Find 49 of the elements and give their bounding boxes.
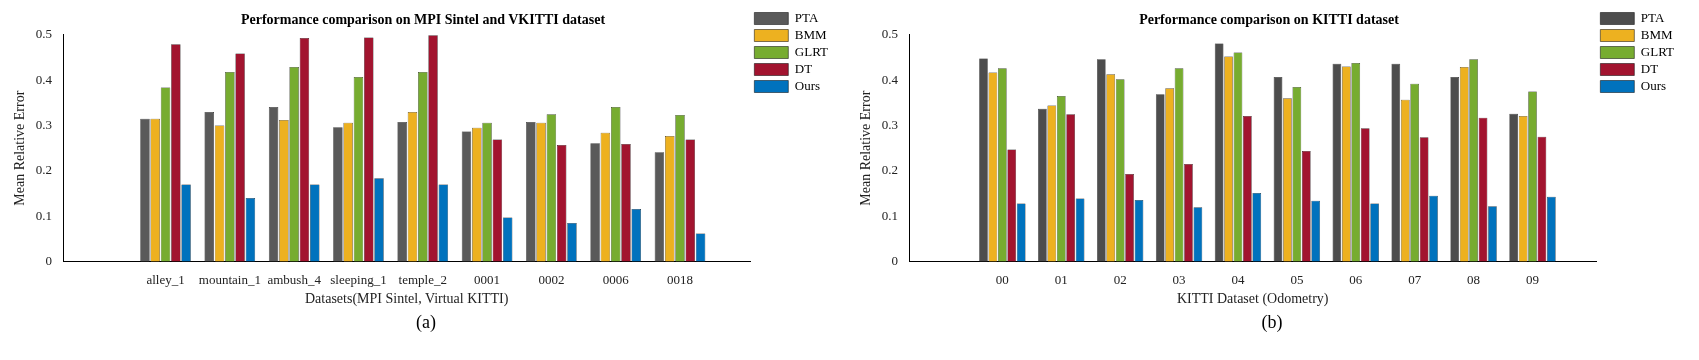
x-tick-label: 02 [1113,271,1127,287]
legend-label: DT [794,60,813,76]
y-tick-label: 0.2 [35,162,53,178]
y-tick-label: 0.1 [881,207,899,223]
x-tick-label: 0006 [602,271,630,287]
y-tick-label: 0 [891,253,899,269]
x-axis-title: KITTI Dataset (Odometry) [1176,291,1329,308]
x-tick-label: 01 [1054,271,1068,287]
x-tick-label: 0002 [538,271,565,287]
x-tick-label: 06 [1349,271,1363,287]
legend-label: PTA [1640,9,1665,25]
x-tick-label: ambush_4 [267,271,322,287]
legend-label: Ours [1640,77,1667,93]
x-tick-label: 08 [1467,271,1481,287]
text: (b) [1260,312,1284,333]
chart-title: Performance comparison on MPI Sintel and VKITTI dataset [240,12,606,28]
y-tick-label: 0.4 [881,71,899,87]
y-tick-label: 0.3 [35,116,53,132]
y-tick-label: 0.4 [35,71,53,87]
y-tick-label: 0.3 [881,116,899,132]
legend-label: GLRT [1640,43,1675,59]
legend-label: Ours [794,77,821,93]
x-tick-label: sleeping_1 [330,271,387,287]
x-tick-label: alley_1 [146,271,185,287]
y-tick-label: 0.5 [881,26,899,42]
y-tick-label: 0.2 [881,162,899,178]
y-axis-title: Mean Relative Error [858,90,874,206]
y-tick-label: 0.1 [35,207,53,223]
x-tick-label: 09 [1526,271,1540,287]
x-tick-label: 07 [1408,271,1422,287]
y-tick-label: 0 [45,253,53,269]
x-tick-label: 05 [1290,271,1304,287]
text: (a) [415,312,437,333]
legend-label: BMM [1640,26,1674,42]
x-tick-label: 0001 [474,271,501,287]
x-tick-label: 04 [1231,271,1245,287]
x-axis-title: Datasets(MPI Sintel, Virtual KITTI) [304,291,509,308]
legend-label: DT [1640,60,1659,76]
x-tick-label: temple_2 [398,271,447,287]
x-tick-label: mountain_1 [198,271,261,287]
y-axis-title: Mean Relative Error [12,90,28,206]
legend-label: GLRT [794,43,829,59]
chart-title: Performance comparison on KITTI dataset [1139,12,1400,28]
x-tick-label: 0018 [667,271,693,287]
x-tick-label: 00 [995,271,1009,287]
x-tick-label: 03 [1172,271,1186,287]
y-tick-label: 0.5 [35,26,53,42]
legend-label: PTA [794,9,819,25]
legend-label: BMM [794,26,828,42]
